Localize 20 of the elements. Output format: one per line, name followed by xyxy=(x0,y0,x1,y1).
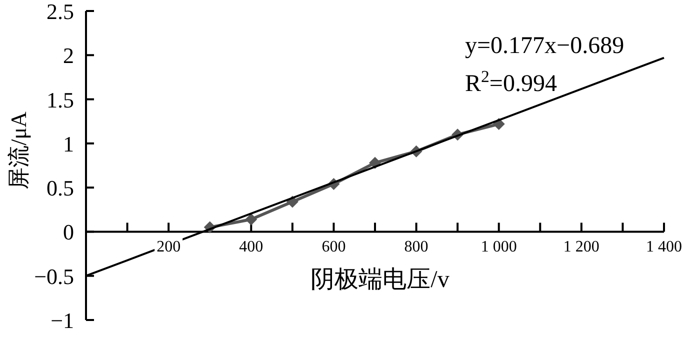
y-tick-label: −1 xyxy=(50,308,74,332)
x-tick-label: 400 xyxy=(239,238,264,256)
x-tick-label: 800 xyxy=(404,238,428,256)
point xyxy=(245,213,258,226)
x-tick-label: 200 xyxy=(156,238,181,256)
y-tick-label: 0 xyxy=(63,219,74,244)
x-tick-label: 1 400 xyxy=(646,238,682,256)
x-tick-label: 1 200 xyxy=(563,238,600,256)
y-tick-label: 2.5 xyxy=(46,0,74,24)
y-tick-label: 1.5 xyxy=(46,86,74,112)
y-tick-label: 1 xyxy=(63,130,74,156)
annotation: R$^{2}$=0.994 xyxy=(465,66,557,97)
y-tick-label: 2 xyxy=(63,42,74,68)
annotation: y=0.177x−0.689 xyxy=(465,33,624,59)
y-axis-title: 屏流/μA xyxy=(6,111,31,190)
y-tick-label: 0.5 xyxy=(46,175,74,200)
x-tick-label: 600 xyxy=(322,238,346,256)
x-axis-title: 阴极端电压/v xyxy=(310,267,450,293)
y-tick-label: −0.5 xyxy=(34,263,74,288)
x-tick-label: 1 000 xyxy=(480,238,517,256)
